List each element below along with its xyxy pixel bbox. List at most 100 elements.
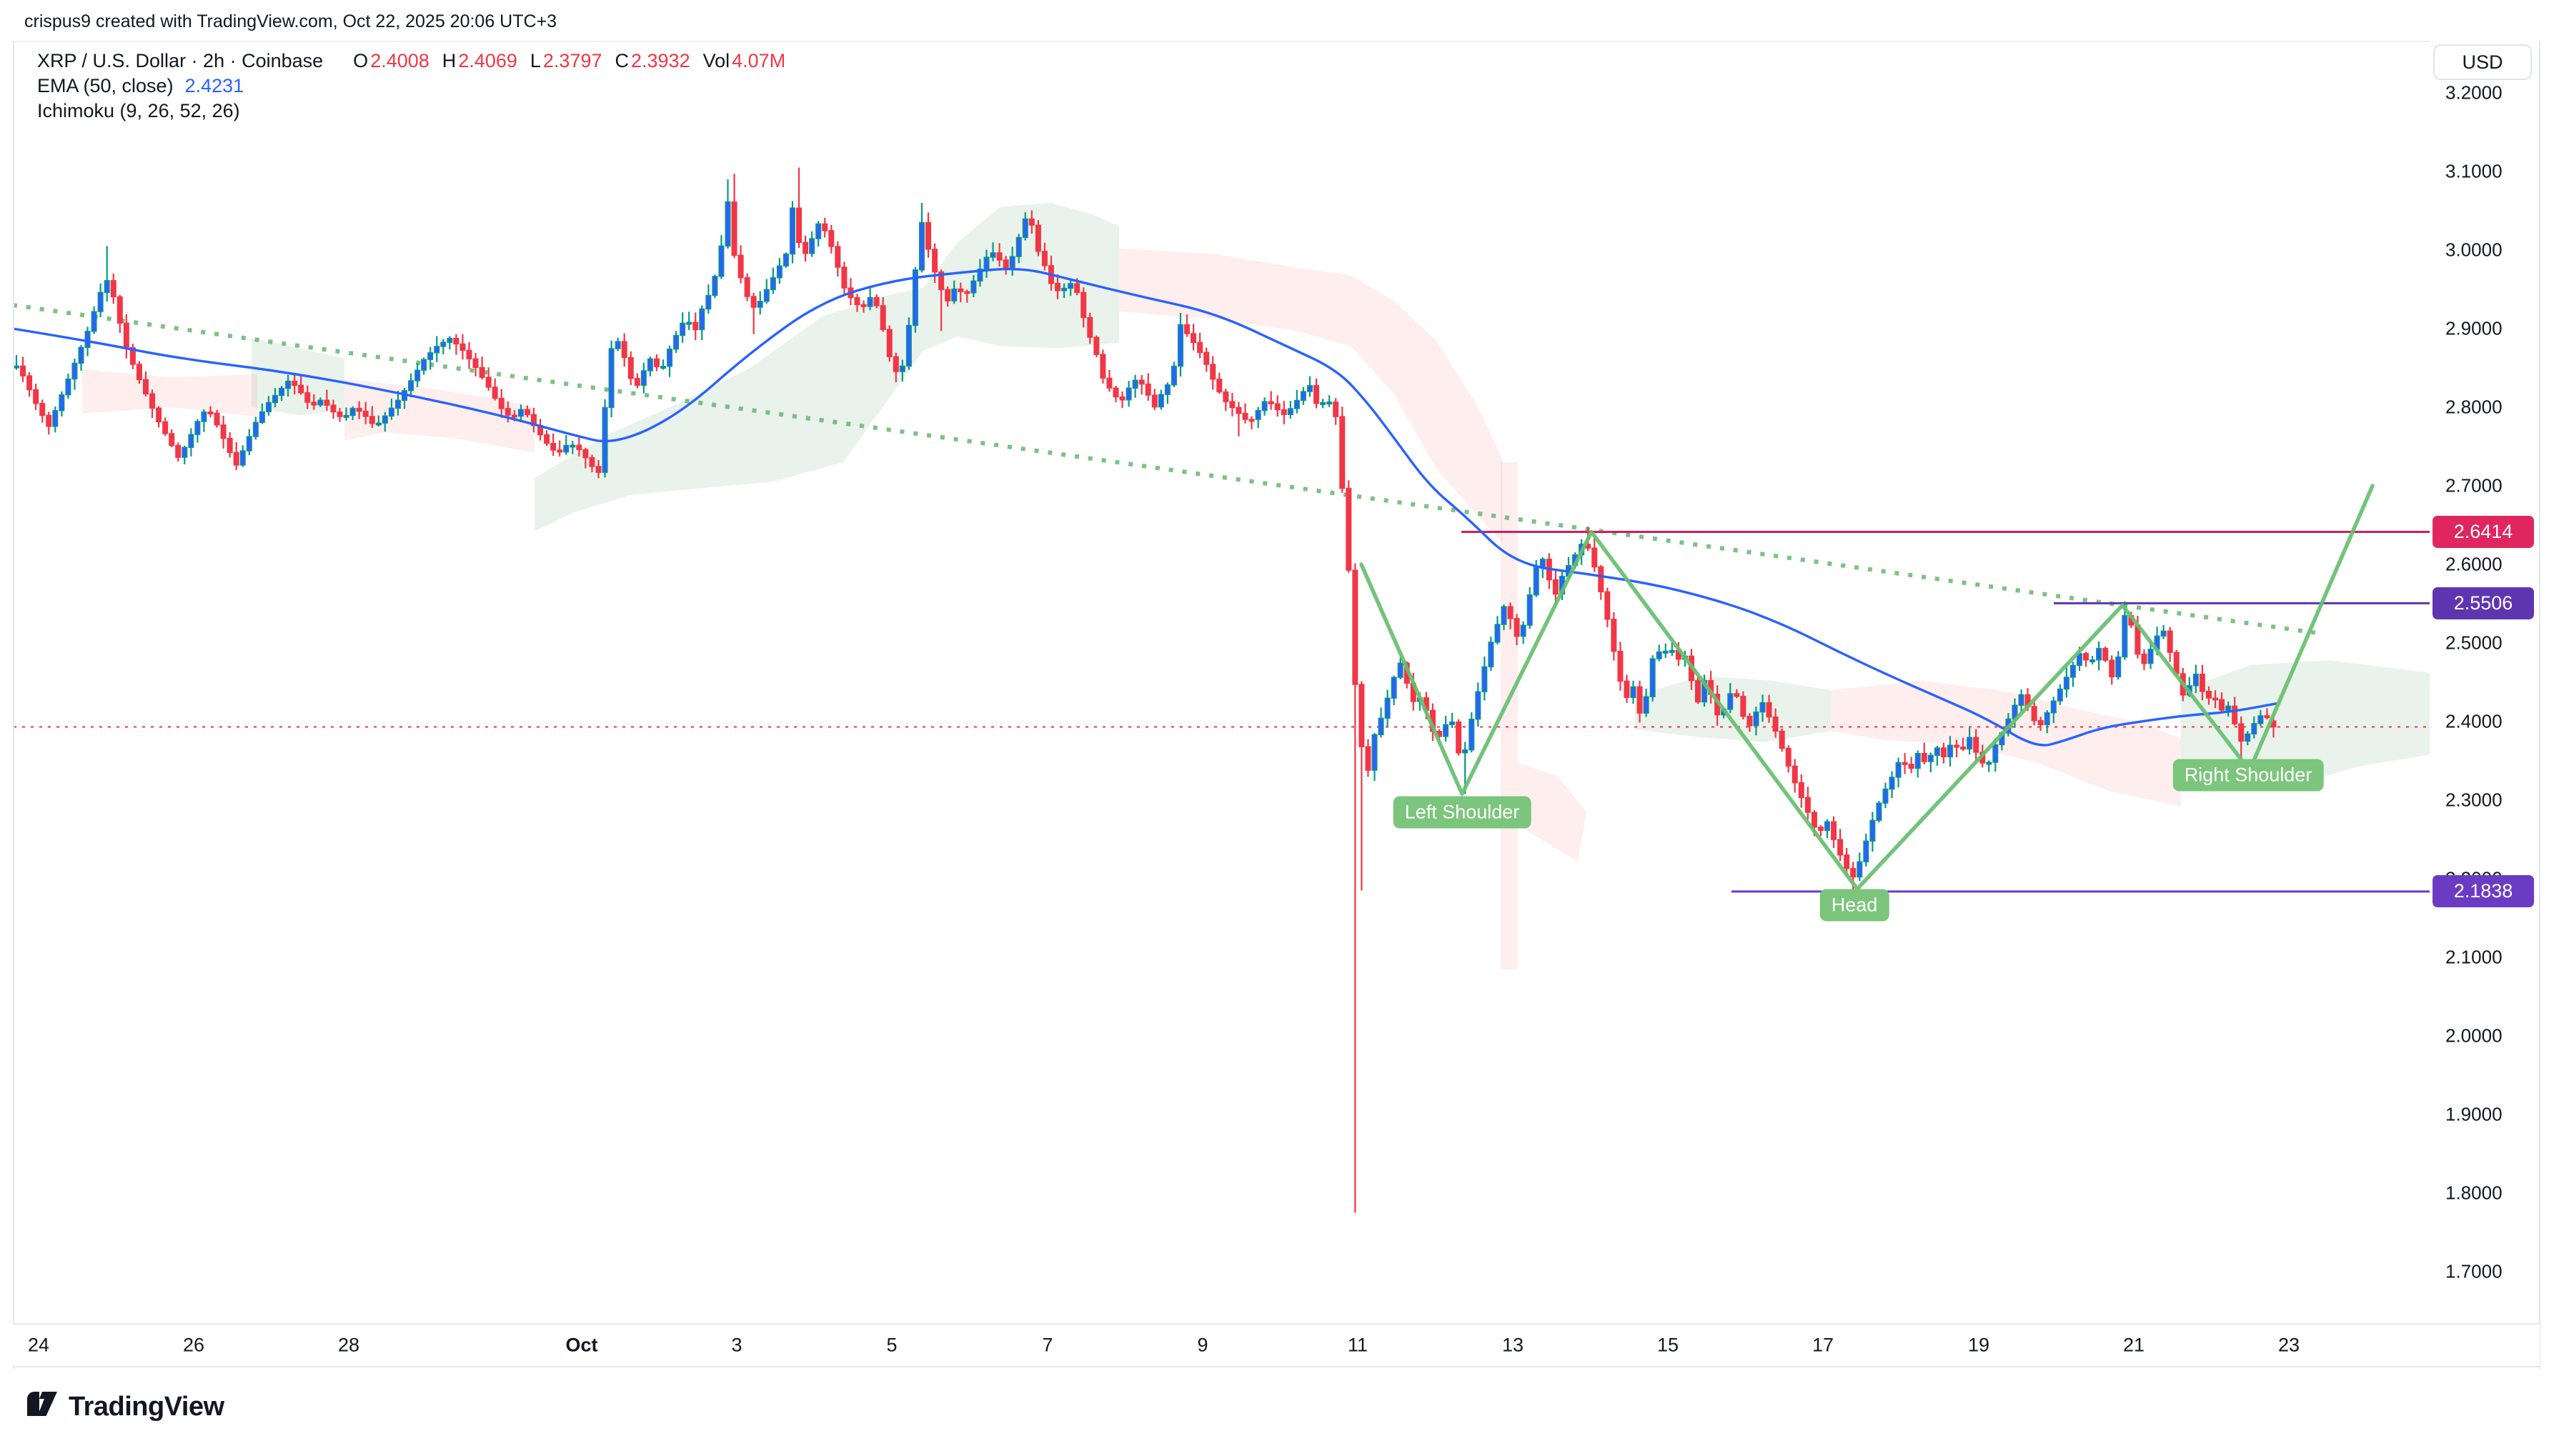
candle-body <box>459 343 466 351</box>
candle-body <box>1261 401 1268 412</box>
candle-body <box>1895 762 1902 778</box>
candle-body <box>1391 677 1397 699</box>
candle-body <box>214 412 220 426</box>
candle-body <box>485 377 492 388</box>
candle-body <box>828 230 835 247</box>
candle-body <box>1882 788 1889 804</box>
price-tick-1.8000: 1.8000 <box>2445 1182 2503 1204</box>
candle-body <box>39 403 46 417</box>
symbol-row: XRP / U.S. Dollar · 2h · Coinbase O 2.400… <box>37 49 785 74</box>
tradingview-wordmark[interactable]: TradingView <box>69 1391 224 1422</box>
candle-body <box>2167 630 2173 653</box>
candle-body <box>1785 747 1792 767</box>
candle-body <box>279 387 285 397</box>
ema-row: EMA (50, close) 2.4231 <box>37 74 785 99</box>
candle-body <box>705 294 712 310</box>
ichimoku-label[interactable]: Ichimoku (9, 26, 52, 26) <box>37 100 240 121</box>
ohlc-label-Vol: Vol <box>702 50 730 71</box>
candle-body <box>2264 715 2270 719</box>
candle-body <box>1274 403 1281 411</box>
candle-body <box>932 249 938 273</box>
currency-button[interactable]: USD <box>2433 44 2532 80</box>
symbol-title[interactable]: XRP / U.S. Dollar · 2h · Coinbase <box>37 50 324 71</box>
candle-body <box>78 346 84 364</box>
candle-body <box>116 296 123 324</box>
candle-body <box>33 389 39 404</box>
candle-body <box>750 296 757 308</box>
candle-body <box>421 359 427 371</box>
candle-body <box>550 442 557 451</box>
candle-body <box>175 444 182 458</box>
candle-body <box>1772 716 1779 732</box>
candle-body <box>1281 409 1287 415</box>
candle-body <box>511 414 517 418</box>
ichimoku-cloud-green <box>923 203 1119 351</box>
candle-body <box>1992 744 1999 763</box>
candle-body <box>835 246 841 268</box>
candle-body <box>2102 647 2109 661</box>
candle-body <box>71 362 78 380</box>
candle-body <box>576 444 582 451</box>
candle-body <box>1539 559 1546 568</box>
candle-body <box>1397 662 1403 678</box>
candle-body <box>375 422 382 426</box>
candle-body <box>1798 782 1804 799</box>
ichimoku-cloud-pink <box>1518 762 1586 862</box>
candle-body <box>169 433 175 447</box>
candle-body <box>1863 840 1869 862</box>
pattern-label-head[interactable]: Head <box>1819 889 1889 922</box>
candle-body <box>2096 647 2102 661</box>
time-tick-Oct: Oct <box>565 1334 598 1356</box>
candle-body <box>1080 291 1087 319</box>
candle-body <box>1526 594 1533 626</box>
ohlc-value-O: 2.4008 <box>370 50 429 71</box>
candle-body <box>1184 324 1191 334</box>
candle-body <box>789 207 795 255</box>
candle-body <box>531 414 537 427</box>
candle-body <box>2044 712 2050 726</box>
time-tick-21: 21 <box>2122 1334 2145 1356</box>
candle-body <box>1914 752 1921 769</box>
candle-body <box>1656 651 1662 659</box>
candle-body <box>557 449 563 453</box>
candle-body <box>91 311 97 332</box>
time-axis[interactable]: 24 26 28 Oct 3 5 7 9 11 13 15 17 19 21 23 <box>13 1323 2540 1367</box>
pattern-label-left-shoulder[interactable]: Left Shoulder <box>1393 796 1531 829</box>
candle-body <box>1358 684 1365 747</box>
candle-body <box>2251 723 2257 735</box>
price-tick-1.7000: 1.7000 <box>2445 1260 2503 1282</box>
ohlc-value-H: 2.4069 <box>458 50 517 71</box>
candle-body <box>1889 777 1895 790</box>
tradingview-logo-icon[interactable] <box>26 1390 59 1423</box>
candle-body <box>1333 402 1339 417</box>
candle-body <box>207 411 214 414</box>
candle-body <box>2212 697 2218 701</box>
price-tick-1.9000: 1.9000 <box>2445 1103 2503 1125</box>
time-tick-28: 28 <box>337 1334 360 1356</box>
candle-body <box>194 421 201 435</box>
ema-label[interactable]: EMA (50, close) <box>37 75 174 96</box>
candle-body <box>854 296 860 306</box>
price-axis[interactable]: USD 3.2000 3.1000 3.0000 2.9000 2.8000 2.7000… <box>2430 41 2539 1323</box>
candle-body <box>1604 591 1611 620</box>
candle-body <box>1636 686 1643 714</box>
candle-body <box>712 276 718 296</box>
time-tick-9: 9 <box>1197 1334 1208 1356</box>
price-level-badge-2.1838: 2.1838 <box>2433 875 2534 908</box>
candle-body <box>1591 547 1598 568</box>
candle-body <box>59 394 65 412</box>
candle-body <box>945 289 951 301</box>
candle-body <box>983 256 990 270</box>
candle-body <box>1817 827 1824 831</box>
candle-body <box>1300 391 1306 402</box>
candle-body <box>349 407 356 417</box>
candle-body <box>2238 723 2245 742</box>
candle-body <box>1552 579 1559 595</box>
candle-body <box>912 269 918 326</box>
candle-body <box>1662 650 1669 654</box>
candle-body <box>65 378 71 396</box>
pattern-label-right-shoulder[interactable]: Right Shoulder <box>2172 759 2324 792</box>
candle-body <box>1236 407 1242 414</box>
